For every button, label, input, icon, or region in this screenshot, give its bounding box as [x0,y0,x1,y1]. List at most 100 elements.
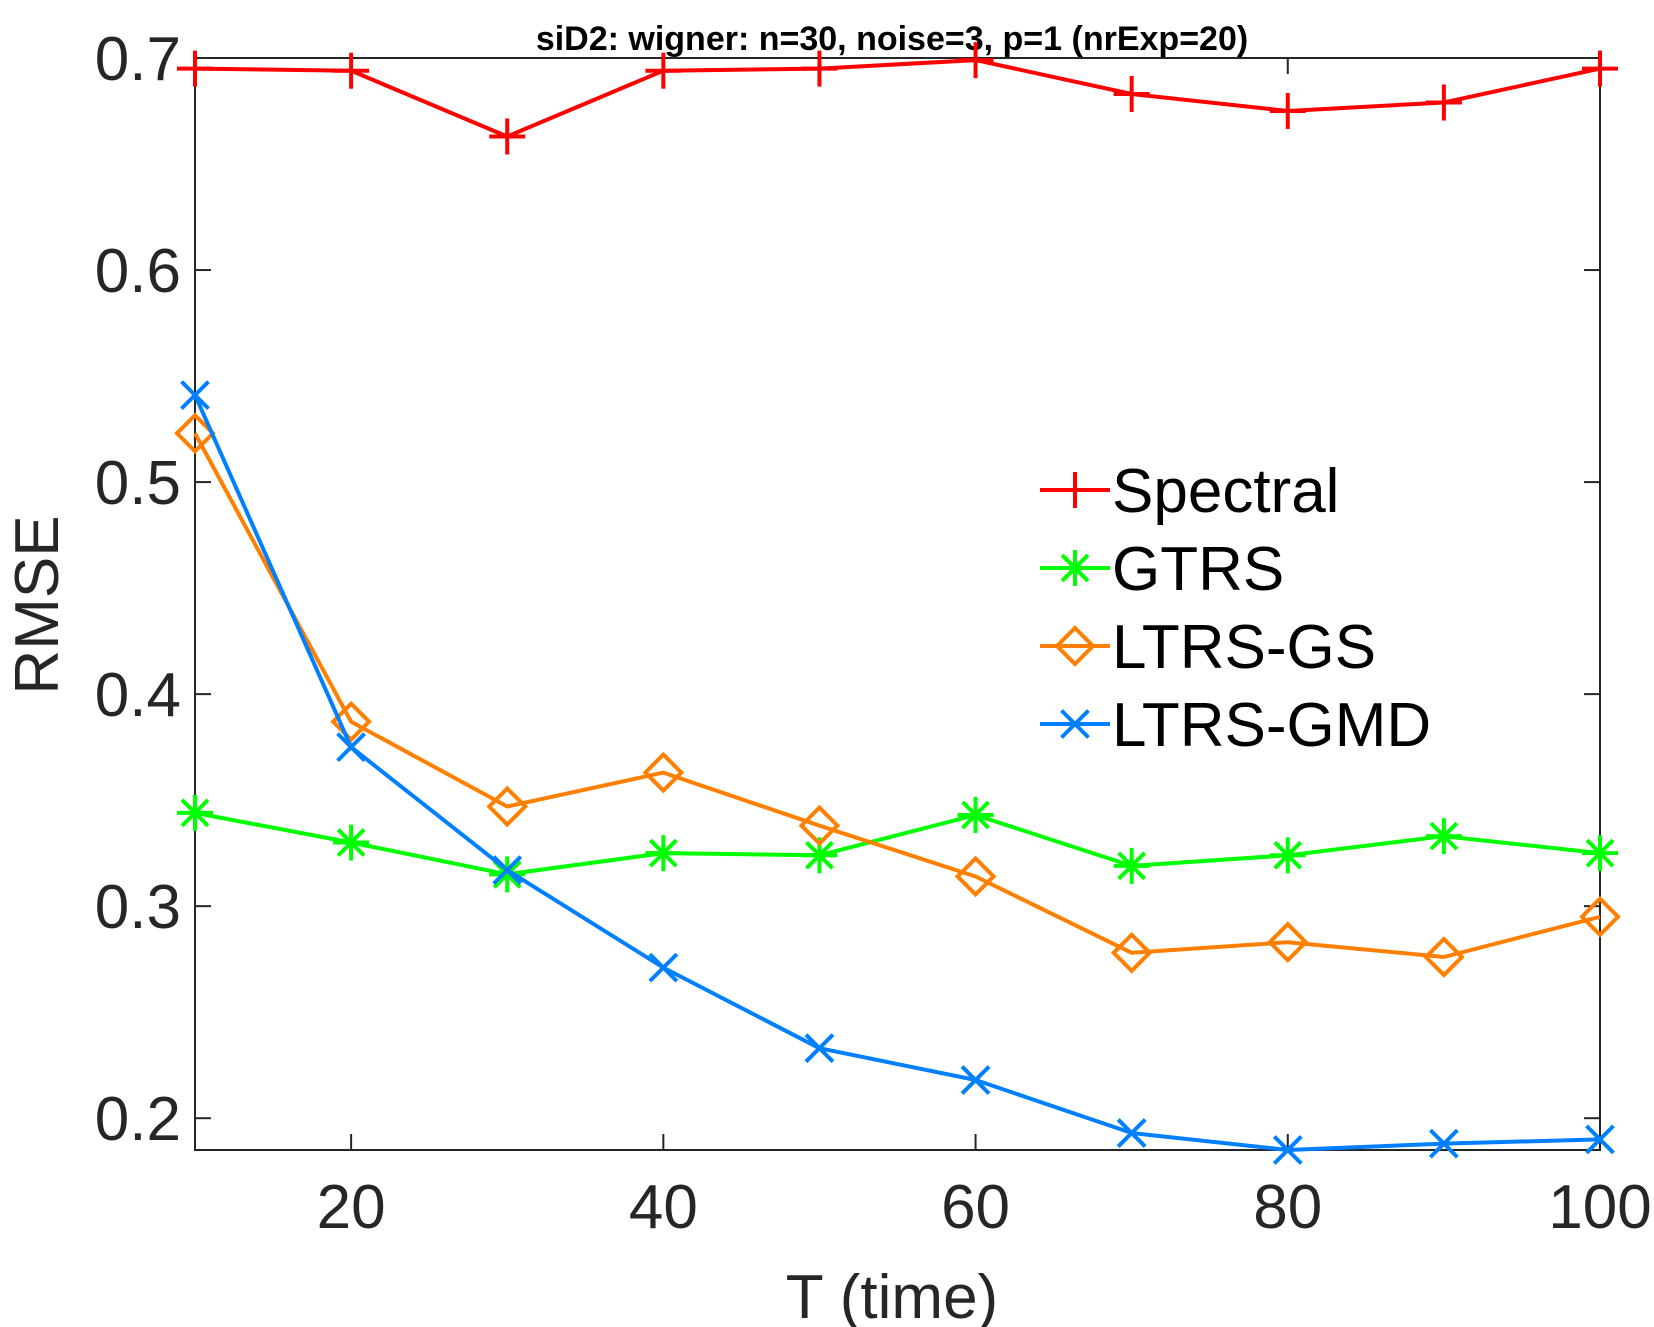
legend-item-spectral: Spectral [1040,457,1339,526]
data-point-gtrs [957,796,994,833]
legend-item-gtrs: GTRS [1040,535,1284,604]
data-point-ltrs-gs [1579,895,1621,938]
data-point-ltrs-gmd [1272,1135,1303,1165]
marker-stroke [336,732,367,763]
y-axis-label: RMSE [3,515,72,694]
marker-stroke [1266,921,1309,964]
marker-stroke [1060,553,1090,583]
series-gtrs [177,794,1618,893]
y-tick-label: 0.7 [95,25,181,94]
marker-stroke [648,952,679,983]
marker-stroke [1585,1124,1615,1155]
data-point-gtrs [1269,837,1306,874]
x-tick-label: 80 [1253,1173,1322,1242]
data-point-spectral [1113,76,1150,113]
data-point-ltrs-gmd [1428,1128,1459,1159]
marker-stroke [180,798,210,828]
marker-stroke [642,751,685,794]
marker-stroke [805,840,834,870]
marker-stroke [954,855,997,898]
data-point-ltrs-gmd [648,952,679,983]
marker-stroke [1585,838,1615,868]
series-ltrs-gs [174,412,1621,978]
data-point-ltrs-gs [1110,931,1153,974]
marker-stroke [1429,821,1459,851]
plot-area [194,57,1601,1151]
data-point-gtrs [645,835,682,872]
y-tick-label: 0.5 [95,449,181,518]
data-point-ltrs-gmd [492,855,523,886]
data-point-spectral [1269,93,1306,130]
marker-stroke [336,828,366,857]
marker-stroke [1423,936,1465,978]
marker-stroke [648,838,678,868]
marker-stroke [960,1065,991,1095]
data-point-spectral [645,52,682,89]
legend-swatch-marker [1057,472,1093,508]
marker-stroke [492,859,522,889]
x-axis: 20 40 60 80 100 [317,58,1652,1242]
x-tick-label: 60 [941,1173,1010,1242]
data-point-spectral [957,42,994,79]
data-point-spectral [177,50,213,87]
data-point-ltrs-gs [642,751,685,794]
legend-label: GTRS [1112,535,1284,604]
marker-stroke [486,785,529,828]
marker-stroke [1273,840,1303,870]
data-point-ltrs-gs [1266,921,1309,964]
legend-label: LTRS-GMD [1112,691,1431,760]
marker-stroke [798,804,841,847]
marker-stroke [492,855,523,886]
legend-label: Spectral [1112,457,1339,526]
marker-stroke [1054,625,1096,667]
data-point-ltrs-gmd [336,732,367,763]
series-line-gtrs [194,810,1601,877]
marker-stroke [1428,1128,1459,1159]
series-line-spectral [194,58,1601,139]
data-point-ltrs-gmd [1116,1118,1147,1148]
data-point-ltrs-gmd [180,380,210,411]
marker-stroke [1060,709,1090,739]
marker-stroke [1116,1118,1147,1148]
series-ltrs-gmd [180,380,1615,1165]
y-axis: 0.2 0.3 0.4 0.5 0.6 0.7 [95,25,1600,1154]
legend-swatch-marker [1054,625,1096,667]
data-point-spectral [1425,84,1462,121]
data-point-gtrs [1582,835,1618,872]
data-point-ltrs-gs [798,804,841,847]
data-point-spectral [1582,50,1618,87]
legend-item-ltrs-gs: LTRS-GS [1040,613,1376,682]
data-point-ltrs-gmd [804,1033,835,1064]
plot-frame [194,57,1601,1151]
data-point-ltrs-gs [954,855,997,898]
y-tick-label: 0.2 [95,1085,181,1154]
marker-stroke [180,380,210,411]
marker-stroke [174,412,216,455]
legend-swatch-marker [1060,709,1090,739]
y-tick-label: 0.4 [95,661,181,730]
marker-stroke [1117,851,1147,881]
series-line-ltrs-gs [193,432,1601,959]
marker-stroke [1272,1135,1303,1165]
y-tick-label: 0.3 [95,873,181,942]
series-group [174,42,1621,1165]
data-point-ltrs-gs [1423,936,1465,978]
data-point-gtrs [1113,847,1150,884]
data-point-spectral [333,52,370,89]
data-point-ltrs-gmd [1585,1124,1615,1155]
chart-title: siD2: wigner: n=30, noise=3, p=1 (nrExp=… [536,20,1248,58]
legend: Spectral GTRS LTRS-GS LTRS-GMD [1040,457,1431,760]
legend-label: LTRS-GS [1112,613,1376,682]
x-tick-label: 40 [629,1173,698,1242]
y-tick-label: 0.6 [95,237,181,306]
marker-stroke [1579,895,1621,938]
data-point-spectral [489,118,526,155]
series-spectral [177,42,1618,155]
marker-stroke [804,1033,835,1064]
data-point-gtrs [1425,818,1462,855]
marker-stroke [961,800,990,830]
marker-stroke [1110,931,1153,974]
data-point-ltrs-gmd [960,1065,991,1095]
legend-swatch-marker [1057,550,1093,586]
